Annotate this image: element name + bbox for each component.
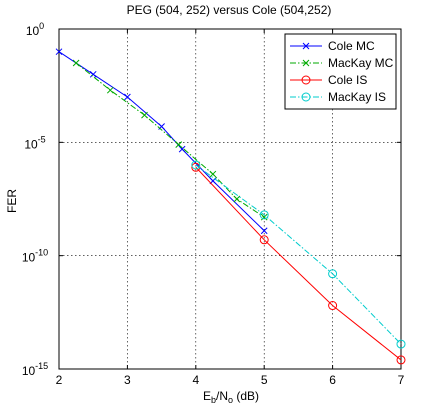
- data-point-mackay-mc: [175, 141, 183, 148]
- data-point-mackay-mc: [233, 195, 241, 203]
- data-point-mackay-mc: [72, 59, 80, 67]
- legend-label-cole-is: Cole IS: [328, 73, 367, 87]
- series-line-cole-is: [195, 166, 402, 361]
- data-point-cole-is: [328, 301, 338, 311]
- series-cole-is: [191, 162, 406, 365]
- data-point-mackay-mc: [209, 170, 217, 178]
- x-axis-label: Eb/No (dB): [203, 389, 259, 405]
- legend-entry-mackay-mc: MacKay MC: [290, 56, 394, 70]
- data-point-cole-mc: [124, 93, 131, 101]
- data-point-cole-mc: [178, 145, 186, 153]
- data-point-mackay-mc: [260, 213, 268, 221]
- chart-title: PEG (504, 252) versus Cole (504,252): [127, 3, 332, 17]
- series-cole-mc: [55, 48, 268, 235]
- x-tick-label: 2: [56, 373, 63, 387]
- legend-entry-cole-mc: Cole MC: [290, 39, 375, 53]
- data-point-cole-is: [191, 162, 201, 172]
- x-tick-label: 6: [329, 373, 336, 387]
- series-line-mackay-is: [195, 164, 402, 345]
- series-layer: [55, 48, 406, 365]
- data-point-cole-mc: [89, 70, 97, 78]
- data-point-mackay-is: [396, 339, 406, 349]
- x-tick-label: 3: [124, 373, 131, 387]
- data-point-cole-is: [259, 235, 269, 245]
- y-tick-label: 10-15: [22, 361, 48, 378]
- data-point-cole-is: [396, 355, 406, 365]
- legend-label-cole-mc: Cole MC: [328, 39, 375, 53]
- legend-entry-cole-is: Cole IS: [290, 73, 367, 87]
- legend-marker-mackay-is: [301, 92, 311, 102]
- y-tick-label: 100: [26, 21, 44, 38]
- legend-marker-cole-is: [301, 75, 311, 85]
- legend-label-mackay-is: MacKay IS: [328, 90, 386, 104]
- legend-marker-mackay-mc: [302, 59, 310, 67]
- data-point-cole-mc: [55, 48, 63, 56]
- legend-marker-cole-mc: [302, 42, 310, 50]
- x-tick-label: 5: [261, 373, 268, 387]
- y-axis-label: FER: [5, 189, 19, 213]
- series-mackay-mc: [72, 59, 268, 221]
- data-point-mackay-is: [191, 160, 201, 170]
- data-point-mackay-is: [328, 269, 338, 279]
- x-tick-label: 7: [398, 373, 405, 387]
- data-point-mackay-mc: [141, 111, 148, 119]
- legend-entries: Cole MC MacKay MC Cole IS MacKay IS: [290, 39, 394, 104]
- axis-ticks: 2 3 4 5 6 7 100 10-5 10-10 10-15: [22, 21, 405, 387]
- x-tick-label: 4: [192, 373, 199, 387]
- y-tick-label: 10-5: [24, 134, 45, 151]
- data-point-mackay-mc: [106, 86, 114, 94]
- series-mackay-is: [191, 160, 406, 349]
- plot-area: [58, 28, 402, 370]
- legend-label-mackay-mc: MacKay MC: [328, 56, 394, 70]
- legend-entry-mackay-is: MacKay IS: [290, 90, 386, 104]
- data-point-cole-mc: [260, 227, 268, 235]
- data-point-mackay-is: [259, 210, 269, 220]
- y-tick-label: 10-10: [22, 248, 48, 265]
- legend: Cole MC MacKay MC Cole IS MacKay IS: [284, 33, 397, 110]
